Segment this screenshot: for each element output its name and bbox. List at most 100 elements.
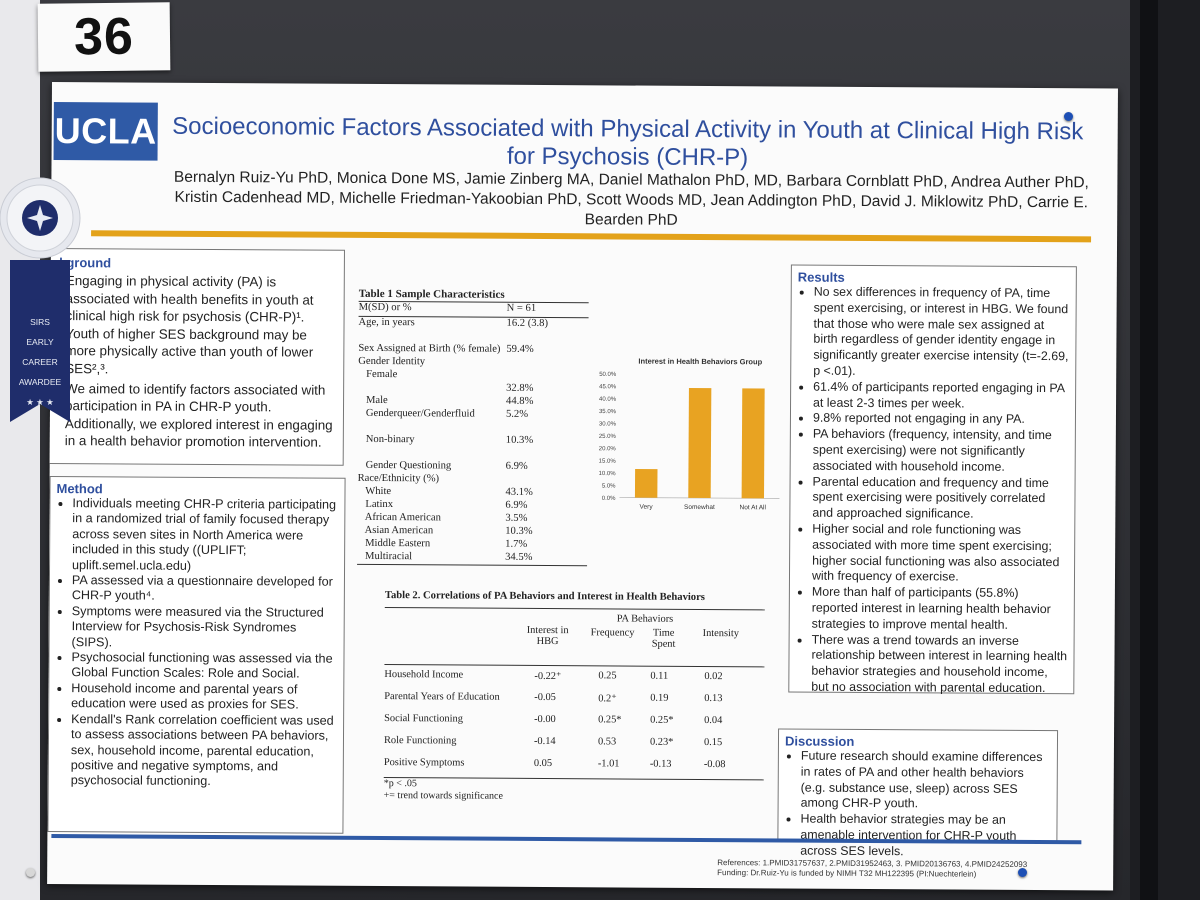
method-heading: Method [56,481,103,497]
table-1-title: Table 1 Sample Characteristics [358,287,589,304]
left-wall-strip [0,0,40,900]
interest-chart: Interest in Health Behaviors Group 0.0% 5.… [579,353,790,524]
y-tick-label: 20.0% [599,446,617,452]
table-2-cell-frequency: 0.25 [598,670,617,682]
y-tick-label: 25.0% [599,434,617,440]
footer-references: References: 1.PMID31757637, 2.PMID319524… [717,858,1087,880]
discussion-item: Health behavior strategies may be an ame… [800,812,1050,861]
x-tick-label: Not At All [740,504,767,511]
method-item: Individuals meeting CHR-P criteria parti… [72,496,338,575]
right-board-edge [1140,0,1158,900]
table-2-cell-interest: -0.05 [534,691,556,704]
background-heading: ckground [51,255,112,271]
push-pin [1018,868,1027,877]
results-item: Higher social and role functioning was a… [812,522,1068,587]
y-tick-label: 30.0% [599,421,617,427]
y-tick-label: 10.0% [599,471,617,477]
award-rosette [0,177,81,422]
interest-chart-svg: Interest in Health Behaviors Group 0.0% 5.… [599,357,780,511]
y-tick-label: 5.0% [602,483,616,489]
ribbon-stars: ★ ★ ★ [26,397,54,407]
award-ribbon: SIRS EARLY CAREER AWARDEE ★ ★ ★ [0,172,86,432]
x-tick-label: Very [640,504,654,511]
method-item: Psychosocial functioning was assessed vi… [71,650,337,682]
bar [688,388,712,499]
table-1-row-label: Female [358,368,398,381]
table-2-cell-intensity: 0.13 [704,692,723,705]
table-1-row-value: 34.5% [505,551,533,563]
table-2-group-header: PA Behaviors [616,613,674,625]
results-section: Results No sex differences in frequency … [788,264,1077,697]
table-1-row-value: 5.2% [505,408,529,420]
table-2-row: Role Functioning -0.14 0.53 0.23* 0.15 [384,731,764,755]
chart-title: Interest in Health Behaviors Group [638,357,762,367]
discussion-heading: Discussion [784,733,855,749]
method-item: Kendall's Rank correlation coefficient w… [71,712,337,791]
ribbon-line: AWARDEE [18,377,62,387]
table-2-cell-time: -0.13 [649,758,672,770]
table-2-cell-frequency: 0.2⁺ [598,693,617,705]
table-2-correlations: Table 2. Correlations of PA Behaviors an… [383,590,765,805]
table-2-row: Parental Years of Education -0.05 0.2⁺ 0.19… [384,687,764,711]
table-2-col-intensity: Intensity [702,627,740,640]
table-1-row-value: 44.8% [506,395,534,407]
method-item: Symptoms were measured via the Structure… [72,604,338,652]
table-2-row: Positive Symptoms 0.05 -1.01 -0.13 -0.08 [384,753,764,777]
background-section: ckground Engaging in physical activity (… [47,247,345,466]
table-1-row-label: Multiracial [357,550,413,563]
y-tick-label: 40.0% [599,397,617,403]
ribbon-line: SIRS [30,317,50,327]
table-1-row-value: 6.9% [505,499,528,511]
table-2-cell-interest: -0.14 [533,735,556,748]
y-tick-label: 35.0% [599,409,617,415]
table-2-cell-interest: -0.00 [534,713,556,726]
table-1-row-value: 10.3% [505,525,533,537]
method-item: Household income and parental years of e… [71,681,337,713]
table-2-col-interest: Interest in HBG [526,624,569,648]
table-1-row-value: 10.3% [505,434,534,446]
table-2-notes: *p < .05 += trend towards significance [383,777,764,805]
ucla-logo: UCLA [53,102,158,161]
table-1-row-value: 16.2 (3.8) [506,317,549,330]
table-1-row-label: Middle Eastern [357,537,431,550]
ribbon-line: EARLY [26,337,54,347]
poster-number: 36 [73,7,135,67]
table-1-row-label: Sex Assigned at Birth (% female) [358,342,501,355]
table-1-row-label: Age, in years [358,316,415,329]
table-1-row-value: 3.5% [505,512,528,524]
table-1-row-value: 32.8% [506,382,534,394]
table-1-header: M(SD) or % N = 61 [358,301,589,319]
push-pin [1064,112,1073,121]
table-1-row-label: Genderqueer/Genderfluid [357,407,475,420]
table-1-row-label: Gender Questioning [357,459,452,472]
poster-number-card: 36 [37,2,171,72]
table-1-body: Age, in years 16.2 (3.8) Sex Assigned at B… [357,316,589,567]
table-1-header-left: M(SD) or % [358,301,412,314]
table-2-cell-intensity: -0.08 [703,758,726,771]
table-1-row-label: Latinx [357,498,394,511]
push-pin [26,868,35,877]
table-2-cell-label: Positive Symptoms [383,757,465,769]
table-1-sample-characteristics: Table 1 Sample Characteristics M(SD) or … [357,287,589,567]
table-2-cell-intensity: 0.02 [704,670,723,683]
method-list: Individuals meeting CHR-P criteria parti… [55,496,339,790]
logo-text: UCLA [54,110,157,152]
table-1-row-label: Race/Ethnicity (%) [357,472,440,485]
table-1-row-label: Male [358,394,388,407]
results-heading: Results [797,269,845,285]
table-1-row-label: Gender Identity [358,355,426,368]
y-tick-label: 15.0% [599,459,617,465]
poster-title: Socioeconomic Factors Associated with Ph… [172,112,1084,172]
table-2-cell-frequency: -1.01 [597,758,620,770]
results-list: No sex differences in frequency of PA, t… [795,285,1070,697]
method-item: PA assessed via a questionnaire develope… [72,573,338,605]
table-2-col-time: Time Spent [651,627,676,650]
discussion-item: Future research should examine differenc… [801,749,1051,814]
research-poster: UCLA Socioeconomic Factors Associated wi… [47,82,1118,891]
table-2-cell-time: 0.23* [649,736,674,748]
table-1-row-label: White [357,485,392,498]
discussion-section: Discussion Future research should examin… [777,728,1059,858]
funding-text: Funding: Dr.Ruiz-Yu is funded by NIMH T3… [717,868,977,879]
table-2-note-2: += trend towards significance [383,790,503,802]
ribbon-line: CAREER [22,357,58,367]
